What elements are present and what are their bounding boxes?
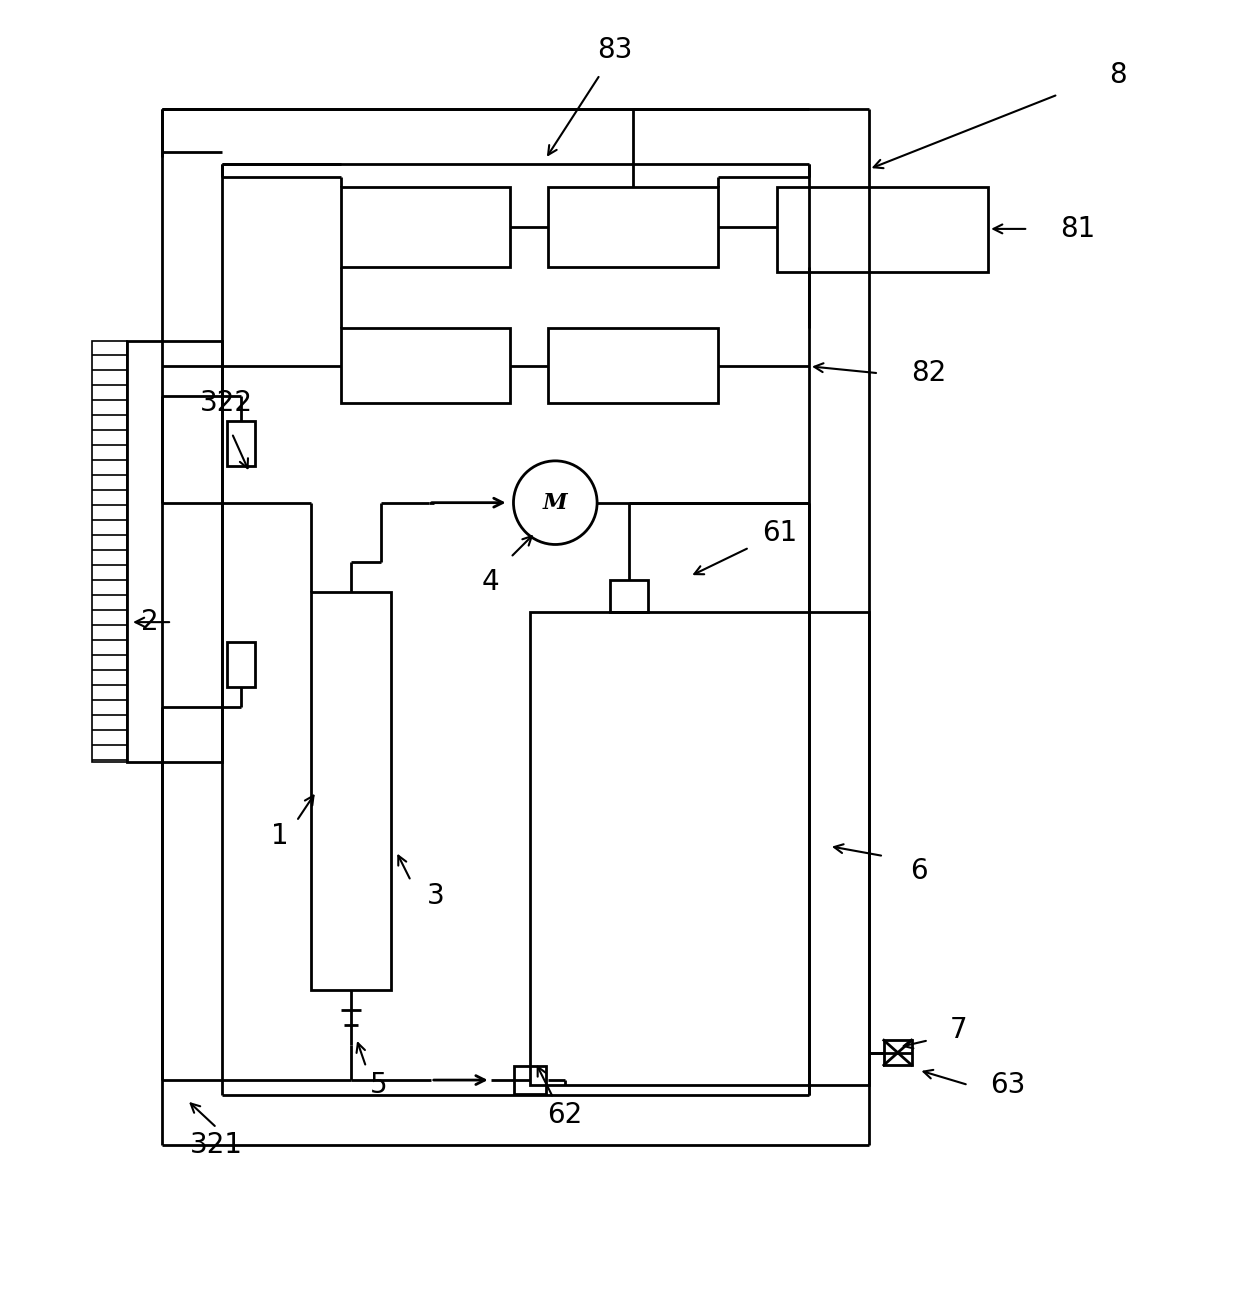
Text: 3: 3 — [427, 881, 445, 910]
Text: 62: 62 — [548, 1101, 583, 1129]
Bar — [548, 187, 718, 267]
Bar — [227, 642, 254, 687]
Bar — [341, 328, 511, 404]
Bar — [311, 592, 391, 991]
Bar — [92, 341, 128, 762]
Text: 1: 1 — [270, 822, 289, 850]
Text: 4: 4 — [482, 568, 500, 596]
Text: 7: 7 — [950, 1017, 967, 1044]
Text: M: M — [543, 492, 568, 514]
Bar — [548, 328, 718, 404]
Text: 322: 322 — [201, 389, 253, 417]
Bar — [128, 341, 222, 762]
Text: 63: 63 — [991, 1072, 1025, 1099]
Bar — [515, 1066, 547, 1094]
Bar — [777, 187, 988, 272]
Text: 321: 321 — [190, 1130, 243, 1159]
Text: 61: 61 — [761, 518, 797, 547]
Bar — [884, 1040, 911, 1065]
Bar — [610, 581, 647, 612]
Bar — [531, 612, 869, 1085]
Text: 83: 83 — [598, 35, 632, 64]
Bar — [227, 421, 254, 466]
Text: 82: 82 — [911, 359, 946, 387]
Text: 5: 5 — [371, 1072, 388, 1099]
Text: 6: 6 — [910, 857, 928, 885]
Text: 81: 81 — [1060, 215, 1096, 243]
Text: 2: 2 — [141, 608, 159, 637]
Text: 8: 8 — [1109, 61, 1127, 89]
Bar — [341, 187, 511, 267]
